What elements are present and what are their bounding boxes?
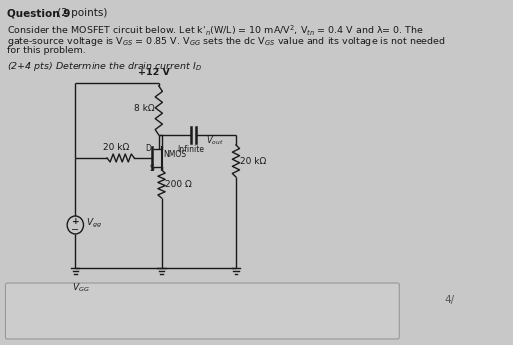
Text: $V_{gg}$: $V_{gg}$ bbox=[86, 216, 102, 229]
Text: 20 kΩ: 20 kΩ bbox=[240, 157, 266, 166]
Text: NMOS: NMOS bbox=[163, 149, 186, 158]
Text: 200 Ω: 200 Ω bbox=[165, 179, 192, 188]
FancyBboxPatch shape bbox=[6, 283, 399, 339]
Text: (2+4 pts) Determine the drain current $I_D$: (2+4 pts) Determine the drain current $I… bbox=[7, 60, 202, 73]
Text: for this problem.: for this problem. bbox=[7, 46, 86, 55]
Text: $V_{GG}$: $V_{GG}$ bbox=[72, 281, 89, 294]
Text: gate-source voltage is V$_{GS}$ = 0.85 V. V$_{GG}$ sets the dc V$_{GS}$ value an: gate-source voltage is V$_{GS}$ = 0.85 V… bbox=[7, 35, 446, 48]
Text: $V_{out}$: $V_{out}$ bbox=[206, 135, 224, 147]
Text: Question 9: Question 9 bbox=[7, 8, 71, 18]
Text: 4/: 4/ bbox=[445, 295, 455, 305]
Text: S: S bbox=[150, 164, 154, 172]
Text: −: − bbox=[71, 225, 80, 235]
Text: +: + bbox=[71, 217, 79, 226]
Text: Infinite: Infinite bbox=[177, 145, 204, 154]
Text: Consider the MOSFET circuit below. Let k'$_n$(W/L) = 10 mA/V$^2$, V$_{tn}$ = 0.4: Consider the MOSFET circuit below. Let k… bbox=[7, 24, 424, 38]
Text: D: D bbox=[145, 144, 151, 152]
Text: 8 kΩ: 8 kΩ bbox=[134, 104, 155, 112]
Text: (2 points): (2 points) bbox=[53, 8, 107, 18]
Text: 20 kΩ: 20 kΩ bbox=[103, 142, 129, 151]
Text: +12 V: +12 V bbox=[138, 68, 170, 77]
